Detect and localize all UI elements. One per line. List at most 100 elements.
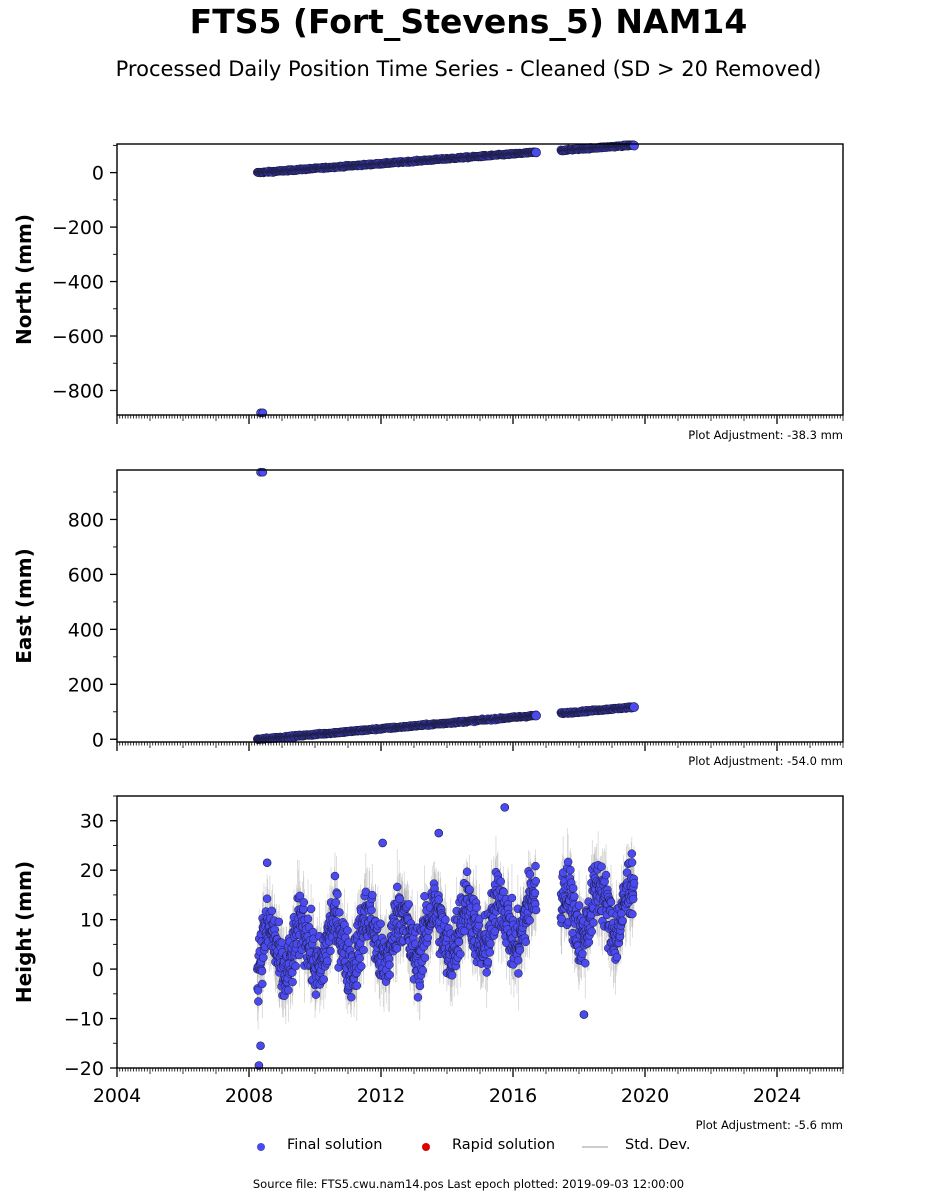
data-point: [352, 981, 362, 990]
data-point: [629, 879, 639, 888]
panel-east: 0 200 400 600 800 East (mm): [12, 467, 844, 751]
data-point: [284, 985, 293, 995]
data-point: [578, 949, 587, 959]
data-point: [628, 894, 638, 904]
outlier-point: [579, 1010, 589, 1019]
data-point: [597, 862, 606, 871]
data-point: [355, 954, 364, 963]
data-point: [485, 948, 495, 957]
data-point: [423, 933, 433, 942]
y-tick-label: 20: [80, 860, 104, 882]
y-tick-label: 200: [68, 674, 104, 696]
data-point: [331, 898, 341, 907]
data-point: [323, 956, 332, 966]
data-point: [434, 895, 443, 904]
plot-frame: [116, 469, 844, 743]
data-point: [385, 970, 394, 980]
data-point: [357, 962, 366, 971]
data-point: [418, 966, 427, 975]
data-point: [568, 884, 578, 893]
outlier-point: [500, 803, 510, 812]
data-point: [566, 865, 575, 875]
data-point: [254, 997, 263, 1006]
data-point: [531, 861, 540, 871]
data-point: [262, 894, 272, 903]
data-point: [456, 949, 465, 959]
data-point: [392, 882, 402, 892]
data-point: [563, 857, 573, 867]
data-point: [499, 887, 508, 897]
data-point: [531, 876, 541, 886]
data-point: [447, 971, 457, 980]
data-point: [530, 888, 540, 898]
data-point: [319, 975, 328, 984]
data-point: [514, 969, 523, 978]
y-tick-label: −200: [52, 217, 104, 239]
data-point: [306, 904, 316, 914]
data-point: [606, 897, 616, 907]
data-point: [259, 953, 268, 962]
y-tick-label: −800: [52, 380, 104, 402]
y-tick-label: 0: [92, 729, 104, 751]
data-point: [531, 710, 541, 721]
y-tick-label: 400: [68, 619, 104, 641]
y-tick-label: −600: [52, 326, 104, 348]
data-point: [330, 871, 340, 881]
data-point: [274, 917, 284, 927]
data-point: [454, 937, 464, 947]
y-tick-label: −10: [64, 1009, 104, 1031]
data-point: [385, 960, 394, 970]
data-point: [420, 892, 429, 901]
data-point: [629, 140, 639, 151]
data-point: [288, 977, 297, 987]
data-point: [507, 893, 517, 903]
data-point: [462, 867, 472, 877]
data-point: [376, 919, 385, 929]
data-point: [472, 903, 481, 912]
data-point: [258, 979, 267, 989]
data-point: [531, 905, 541, 915]
y-tick-label: −400: [52, 272, 104, 294]
y-tick-label: 10: [80, 910, 104, 932]
y-tick-label: 800: [68, 509, 104, 531]
data-point: [420, 953, 430, 962]
panel-north: 0 −200 −400 −600 −800 North (mm): [12, 140, 844, 424]
data-point: [531, 147, 541, 158]
data-point: [415, 981, 425, 991]
data-point: [521, 937, 530, 947]
data-point: [257, 966, 267, 976]
data-point: [367, 905, 376, 915]
data-point: [629, 702, 639, 712]
data-point: [333, 890, 342, 899]
chart-subtitle: Processed Daily Position Time Series - C…: [115, 57, 822, 81]
data-point: [587, 927, 596, 936]
y-tick-label: 30: [80, 811, 104, 833]
data-point: [618, 916, 627, 926]
data-point: [589, 918, 598, 927]
data-point: [359, 945, 368, 955]
data-point: [612, 952, 622, 962]
data-point: [515, 945, 525, 955]
outlier-point: [434, 828, 444, 838]
y-tick-label: 0: [92, 163, 104, 185]
data-point: [581, 958, 590, 968]
data-point: [496, 877, 505, 886]
outlier-point: [256, 1041, 265, 1051]
data-point: [368, 890, 377, 900]
data-point: [627, 858, 637, 867]
y-axis-label: North (mm): [12, 214, 36, 345]
y-tick-label: 600: [68, 564, 104, 586]
chart-title: FTS5 (Fort_Stevens_5) NAM14: [189, 2, 748, 41]
data-point: [486, 939, 495, 948]
data-point: [513, 956, 523, 965]
data-point: [627, 849, 637, 858]
data-point: [413, 993, 423, 1002]
data-point: [465, 885, 474, 894]
y-axis-label: East (mm): [12, 548, 36, 664]
data-point: [299, 898, 309, 907]
outlier-point: [378, 838, 387, 848]
data-point: [601, 870, 611, 880]
data-point: [311, 990, 321, 999]
